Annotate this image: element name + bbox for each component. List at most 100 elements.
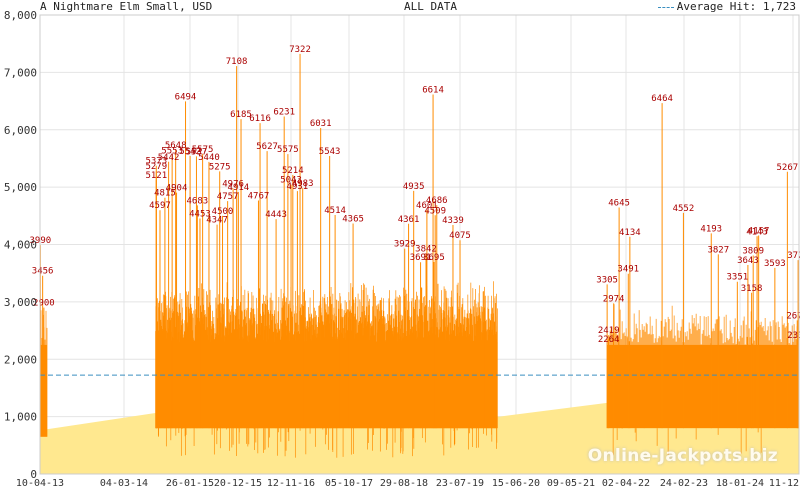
x-tick-label: 23-07-19 [436,478,484,489]
data-label: 4509 [424,206,446,216]
data-label: 5627 [256,142,278,152]
data-label: 4931 [287,182,309,192]
data-label: 5553 [161,146,183,156]
data-label: 4552 [673,204,695,214]
data-label: 6494 [175,92,197,102]
data-label: 4143 [746,227,768,237]
data-label: 2419 [598,326,620,336]
data-label: 4976 [222,180,244,190]
x-tick-label: 12-11-16 [267,478,315,489]
y-tick-label: 3,000 [4,296,37,309]
x-tick-label: 26-01-15 [166,478,214,489]
peak-labels: 3990345629005373527951214597481554425553… [30,45,800,345]
data-label: 4767 [248,191,270,201]
data-label: 2264 [598,335,620,345]
x-tick-label: 05-10-17 [325,478,373,489]
data-label: 6614 [422,86,444,96]
chart-subtitle: ALL DATA [404,0,457,13]
data-label: 3593 [764,259,786,269]
data-label: 3456 [32,267,54,277]
data-label: 4443 [265,210,287,220]
bars [39,53,799,458]
plot-frame [39,14,800,475]
data-label: 4757 [217,192,239,202]
x-tick-label: 24-02-23 [660,478,708,489]
data-label: 5043 [280,176,302,186]
data-label: 4134 [619,228,641,238]
x-tick-label: 20-12-15 [214,478,262,489]
average-hit-label: Average Hit: 1,723 [676,0,796,13]
x-tick-label: 29-08-18 [380,478,428,489]
data-label: 4193 [700,224,722,234]
data-label: 4935 [403,182,425,192]
data-label: 3305 [596,275,618,285]
data-label: 4365 [342,215,364,225]
y-tick-label: 4,000 [4,239,37,252]
x-tick-label: 02-04-22 [602,478,650,489]
data-label: 4500 [212,207,234,217]
data-label: 4601 [416,201,438,211]
data-label: 6231 [273,107,295,117]
data-label: 5542 [179,147,201,157]
data-label: 2335 [787,331,800,341]
x-tick-label: 04-03-14 [100,478,148,489]
data-label: 4645 [608,198,630,208]
y-tick-label: 7,000 [4,66,37,79]
data-label: 3929 [394,240,416,250]
y-tick-label: 5,000 [4,181,37,194]
data-label: 5543 [319,147,341,157]
data-label: 3691 [410,253,432,263]
data-label: 4339 [442,216,464,226]
y-tick-label: 8,000 [4,9,37,22]
data-label: 5373 [145,157,167,167]
data-label: 4914 [228,183,250,193]
data-label: 4686 [426,196,448,206]
data-label: 3695 [423,253,445,263]
data-label: 5648 [165,141,187,151]
axes: 0 1,000 2,000 3,000 4,000 5,000 6,000 7,000 8,00… [4,9,800,489]
y-tick-label: 6,000 [4,124,37,137]
data-label: 6185 [230,110,252,120]
x-tick-label: 09-05-21 [547,478,595,489]
data-label: 3643 [737,256,759,266]
data-label: 5440 [198,153,220,163]
data-label: 4815 [154,189,176,199]
data-label: 5442 [158,153,180,163]
data-label: 4347 [206,216,228,226]
data-label: 6464 [651,94,673,104]
y-tick-label: 2,000 [4,353,37,366]
data-label: 5537 [186,147,208,157]
data-label: 2900 [33,299,55,309]
data-label: 5275 [209,162,231,172]
data-label: 5279 [145,162,167,172]
data-label: 3728 [787,251,800,261]
data-label: 5267 [777,163,799,173]
x-tick-label: 10-04-13 [16,478,64,489]
legend: Average Hit: 1,723 [657,0,796,13]
data-label: 3827 [707,245,729,255]
chart-title: A Nightmare Elm Small, USD [40,0,213,13]
data-label: 4904 [166,184,188,194]
data-label: 5121 [145,171,167,181]
data-label: 4597 [149,201,171,211]
data-label: 4157 [748,226,770,236]
y-tick-label: 1,000 [4,411,37,424]
data-label: 4361 [398,215,420,225]
data-label: 3158 [741,284,763,294]
data-label: 3809 [742,246,764,256]
data-label: 3491 [617,265,639,275]
data-label: 3842 [415,245,437,255]
average-line-swatch [657,6,674,8]
watermark: Online-Jackpots.biz [587,446,778,466]
x-tick-label: 11-12-24 [769,478,800,489]
y-tick-label: 0 [30,468,37,481]
data-label: 5575 [277,145,299,155]
data-label: 6031 [310,119,332,129]
data-label: 2678 [786,311,800,321]
data-label: 5575 [192,145,214,155]
data-label: 5214 [282,166,304,176]
data-label: 4075 [449,231,471,241]
data-label: 4453 [189,210,211,220]
data-label: 7108 [226,57,248,67]
